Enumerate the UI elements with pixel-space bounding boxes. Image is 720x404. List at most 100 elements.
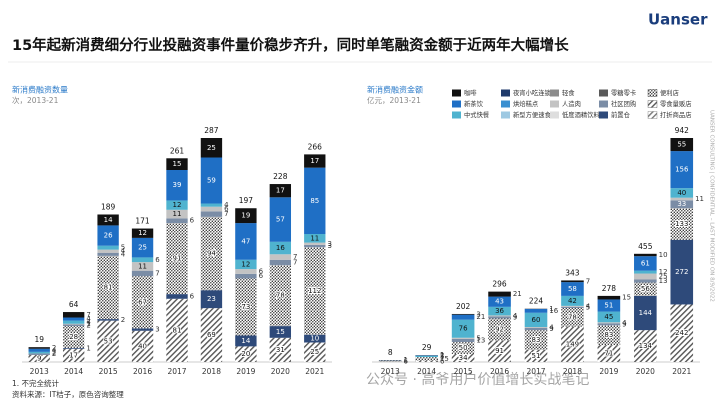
bar-segment: [28, 347, 50, 349]
legend-label: 新型方便速食: [513, 110, 551, 119]
chart-subtitle: 次，2013-21: [12, 95, 59, 105]
bar-segment: [634, 270, 657, 274]
segment-label: 7: [155, 269, 159, 277]
bar-segment: [304, 167, 326, 234]
segment-label: 15: [622, 294, 631, 302]
x-tick-label: 2014: [64, 367, 83, 376]
bar-segment: [131, 328, 154, 331]
segment-label: 14: [104, 216, 113, 224]
bar-segment: [634, 273, 657, 280]
bar-segment: [97, 214, 119, 226]
bar-segment: [561, 308, 584, 327]
segment-label: 2: [52, 349, 56, 357]
segment-label: 4: [86, 318, 91, 326]
segment-label: 1: [440, 351, 444, 359]
segment-label: 6: [259, 272, 264, 280]
total-label: 228: [273, 172, 288, 181]
segment-label: 25: [138, 244, 147, 252]
bar-segment: [166, 200, 188, 210]
segment-label: 9: [37, 354, 41, 362]
legend-swatch: [647, 111, 658, 119]
bar-segment: [634, 253, 657, 257]
bar-segment: [597, 311, 621, 323]
bar-segment: [597, 295, 621, 300]
segment-label: 272: [675, 268, 688, 276]
bar-segment: [304, 247, 326, 335]
bar-segment: [97, 319, 119, 321]
bar-segment: [166, 209, 188, 219]
segment-label: 12: [138, 229, 147, 237]
bar-segment: [670, 197, 694, 201]
segment-label: 11: [173, 210, 182, 218]
bar-segment: [597, 323, 621, 326]
bar-segment: [378, 360, 402, 362]
x-tick-label: 2017: [167, 367, 186, 376]
bar-segment: [304, 244, 326, 248]
total-label: 296: [492, 280, 507, 289]
segment-label: 25: [207, 144, 216, 152]
bar-segment: [634, 279, 657, 283]
x-tick-label: 2018: [563, 367, 582, 376]
bar-segment: [488, 318, 511, 341]
bar-segment: [670, 208, 694, 240]
bar-segment: [28, 353, 50, 355]
segment-label: 20: [241, 350, 250, 358]
segment-label: 134: [639, 342, 653, 350]
x-tick-label: 2015: [99, 367, 118, 376]
segment-label: 47: [241, 237, 250, 245]
bar-segment: [235, 208, 257, 224]
bar-segment: [269, 254, 292, 260]
legend-label: 前置仓: [611, 110, 631, 119]
segment-label: 11: [695, 195, 704, 203]
bar-segment: [670, 138, 694, 152]
total-label: 287: [204, 126, 219, 135]
bar-segment: [561, 282, 584, 296]
total-label: 455: [638, 242, 653, 251]
bar-segment: [200, 206, 223, 212]
segment-label: 149: [566, 340, 579, 348]
bar-segment: [269, 259, 292, 266]
segment-label: 40: [138, 342, 147, 350]
segment-label: 26: [104, 232, 113, 240]
legend-swatch: [452, 111, 461, 119]
bar-segment: [597, 299, 621, 312]
x-tick-label: 2020: [636, 367, 655, 376]
segment-label: 4: [121, 247, 126, 255]
bar-segment: [269, 241, 292, 255]
segment-label: 12: [659, 268, 668, 276]
legend-swatch: [452, 89, 461, 97]
bar-segment: [131, 330, 154, 362]
segment-label: 9: [622, 320, 626, 328]
segment-label: 9: [513, 313, 517, 321]
segment-label: 85: [310, 197, 319, 205]
segment-label: 12: [241, 260, 250, 268]
bar-segment: [166, 298, 188, 362]
x-tick-label: 2017: [526, 367, 545, 376]
bar-segment: [670, 188, 694, 198]
bar-segment: [269, 197, 292, 242]
segment-label: 1: [404, 356, 408, 364]
segment-label: 42: [568, 297, 577, 305]
bar-segment: [166, 218, 188, 224]
bar-segment: [524, 330, 548, 350]
total-label: 171: [135, 217, 150, 226]
total-label: 261: [170, 146, 185, 155]
bar-segment: [488, 291, 511, 297]
bar-segment: [200, 290, 223, 309]
segment-label: 94: [207, 250, 216, 258]
legend-label: 人造肉: [562, 99, 581, 108]
bar-segment: [131, 237, 154, 258]
segment-label: 7: [224, 210, 228, 218]
bar-segment: [235, 278, 257, 336]
segment-label: 25: [310, 348, 319, 356]
segment-label: 31: [276, 346, 285, 354]
bar-segment: [28, 351, 50, 354]
legend-label: 打折商品店: [660, 110, 691, 119]
legend-swatch: [501, 100, 510, 108]
legend-swatch: [501, 89, 510, 97]
segment-label: 6: [155, 256, 160, 264]
bar-segment: [131, 276, 154, 329]
segment-label: 7: [293, 258, 297, 266]
legend-label: 中式快餐: [464, 110, 490, 119]
